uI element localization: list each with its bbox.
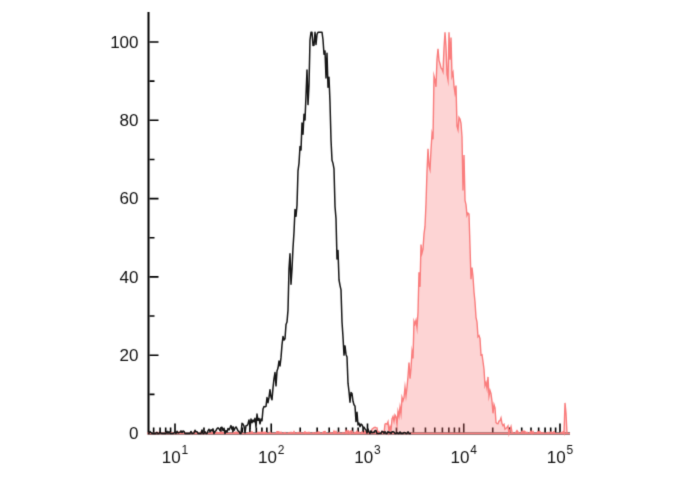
- histogram-canvas: [0, 0, 688, 490]
- flow-cytometry-histogram-figure: [0, 0, 688, 490]
